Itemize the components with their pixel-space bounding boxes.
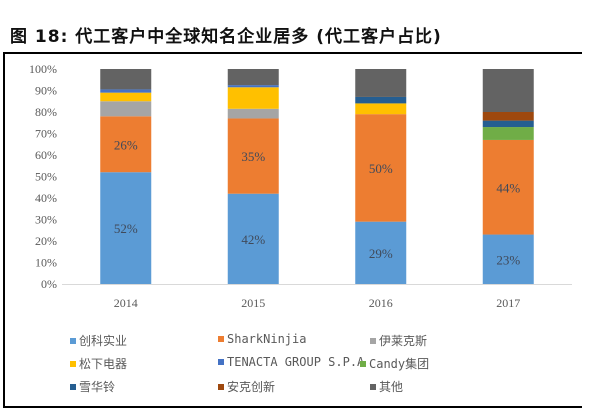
data-label: 29% xyxy=(369,246,393,261)
legend-swatch xyxy=(370,383,376,390)
bar-segment-2014-1 xyxy=(100,116,152,173)
legend-label: 安克创新 xyxy=(227,380,276,394)
bar-segment-2014-2 xyxy=(100,101,152,117)
legend-swatch xyxy=(70,360,76,367)
legend-item: 伊莱克斯 xyxy=(370,332,427,349)
y-tick-label: 40% xyxy=(35,191,57,205)
figure-title: 图 18: 代工客户中全球知名企业居多 (代工客户占比) xyxy=(10,27,442,47)
legend-item: 创科实业 xyxy=(70,332,127,349)
bar-segment-2017-1 xyxy=(482,139,534,235)
y-tick-label: 70% xyxy=(35,127,57,141)
bar-segment-2016-8 xyxy=(355,69,407,97)
bar-segment-2014-8 xyxy=(100,69,152,90)
bar-segment-2017-6 xyxy=(482,120,534,128)
bar-segment-2017-8 xyxy=(482,69,534,112)
bar-segment-2015-8 xyxy=(227,69,279,86)
bar-segment-2017-7 xyxy=(482,112,534,121)
y-tick-label: 60% xyxy=(35,148,57,162)
y-tick-label: 90% xyxy=(35,84,57,98)
legend-label: 雪华铃 xyxy=(79,380,116,394)
bar-segment-2017-5 xyxy=(482,127,534,140)
bar-segment-2015-1 xyxy=(227,118,279,194)
y-tick-label: 50% xyxy=(35,170,57,184)
legend-label: 其他 xyxy=(379,380,404,394)
bar-segment-2015-2 xyxy=(227,108,279,119)
legend-label: TENACTA GROUP S.P.A xyxy=(227,355,365,369)
legend-item: 雪华铃 xyxy=(70,378,115,395)
legend-swatch xyxy=(218,336,224,342)
legend-swatch xyxy=(218,383,224,390)
x-tick-label: 2016 xyxy=(369,296,393,310)
frame-left-border xyxy=(3,52,5,408)
legend-swatch xyxy=(70,337,76,344)
legend-label: 松下电器 xyxy=(79,357,128,371)
y-tick-label: 30% xyxy=(35,213,57,227)
legend-swatch xyxy=(360,360,366,367)
legend-label: SharkNinjia xyxy=(227,332,307,346)
bar-segment-2016-6 xyxy=(355,96,407,104)
legend-item: SharkNinjia xyxy=(218,332,306,346)
x-tick-label: 2017 xyxy=(496,296,520,310)
y-tick-label: 80% xyxy=(35,105,57,119)
bar-segment-2017-0 xyxy=(482,234,534,284)
legend-item: 松下电器 xyxy=(70,355,127,372)
data-label: 50% xyxy=(369,161,393,176)
data-label: 42% xyxy=(241,232,265,247)
frame-bottom-border xyxy=(3,406,582,408)
y-tick-label: 0% xyxy=(41,277,57,291)
bar-segment-2015-4 xyxy=(227,85,279,88)
data-label: 23% xyxy=(496,252,520,267)
data-label: 44% xyxy=(496,180,520,195)
legend-label: 创科实业 xyxy=(79,334,128,348)
bar-segment-2015-3 xyxy=(227,87,279,109)
bar-segment-2014-3 xyxy=(100,92,152,102)
bar-segment-2016-0 xyxy=(355,221,407,284)
x-tick-label: 2014 xyxy=(114,296,138,310)
bar-segment-2015-0 xyxy=(227,193,279,284)
bar-segment-2014-4 xyxy=(100,89,152,93)
data-label: 26% xyxy=(114,137,138,152)
legend-swatch xyxy=(70,383,76,390)
bar-segment-2016-3 xyxy=(355,103,407,115)
legend-item: 安克创新 xyxy=(218,378,275,395)
frame-top-border xyxy=(3,52,582,54)
legend-label: Candy集团 xyxy=(369,357,430,371)
y-tick-label: 20% xyxy=(35,234,57,248)
legend-label: 伊莱克斯 xyxy=(379,334,428,348)
bar-segment-2014-0 xyxy=(100,172,152,284)
bar-segment-2016-1 xyxy=(355,114,407,222)
legend-item: Candy集团 xyxy=(360,355,429,372)
legend-item: TENACTA GROUP S.P.A xyxy=(218,355,364,369)
legend-swatch xyxy=(218,359,224,365)
data-label: 52% xyxy=(114,221,138,236)
legend-swatch xyxy=(370,337,376,344)
y-tick-label: 10% xyxy=(35,256,57,270)
y-tick-label: 100% xyxy=(29,62,57,76)
legend-item: 其他 xyxy=(370,378,403,395)
data-label: 35% xyxy=(241,149,265,164)
x-tick-label: 2015 xyxy=(241,296,265,310)
